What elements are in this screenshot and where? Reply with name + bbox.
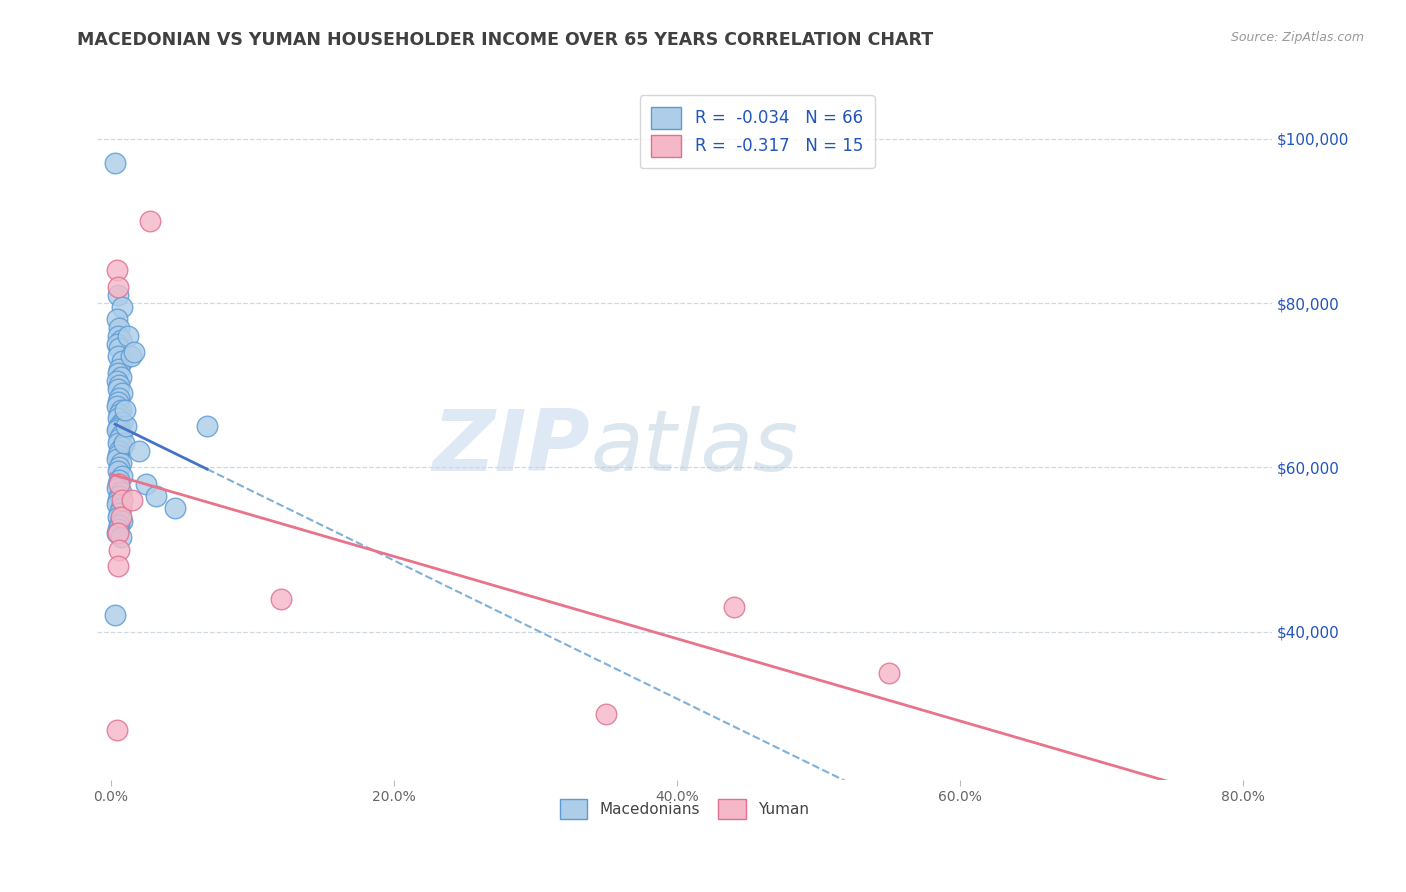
Point bbox=[195, 419, 218, 434]
Point bbox=[104, 608, 127, 623]
Point bbox=[108, 460, 131, 475]
Point bbox=[110, 485, 132, 500]
Point bbox=[108, 473, 131, 487]
Point bbox=[163, 501, 186, 516]
Point bbox=[105, 481, 128, 495]
Point bbox=[107, 350, 129, 364]
Point bbox=[110, 402, 132, 417]
Point bbox=[108, 432, 131, 446]
Point bbox=[107, 493, 129, 508]
Point bbox=[115, 419, 138, 434]
Legend: Macedonians, Yuman: Macedonians, Yuman bbox=[554, 793, 815, 825]
Point bbox=[108, 419, 131, 434]
Text: MACEDONIAN VS YUMAN HOUSEHOLDER INCOME OVER 65 YEARS CORRELATION CHART: MACEDONIAN VS YUMAN HOUSEHOLDER INCOME O… bbox=[77, 31, 934, 49]
Point bbox=[723, 600, 745, 615]
Point bbox=[105, 263, 128, 277]
Point bbox=[121, 493, 143, 508]
Point bbox=[105, 399, 128, 413]
Point bbox=[108, 444, 131, 458]
Point bbox=[107, 394, 129, 409]
Point bbox=[108, 378, 131, 392]
Point bbox=[111, 353, 134, 368]
Point bbox=[112, 435, 135, 450]
Point bbox=[110, 530, 132, 544]
Point bbox=[107, 526, 129, 541]
Text: ZIP: ZIP bbox=[433, 406, 591, 489]
Point bbox=[108, 391, 131, 405]
Point bbox=[107, 509, 129, 524]
Point bbox=[114, 402, 136, 417]
Point bbox=[139, 214, 162, 228]
Point bbox=[111, 514, 134, 528]
Point bbox=[111, 300, 134, 314]
Point bbox=[120, 350, 142, 364]
Point bbox=[108, 320, 131, 334]
Point bbox=[111, 415, 134, 429]
Point bbox=[595, 706, 617, 721]
Point bbox=[122, 345, 145, 359]
Point bbox=[108, 542, 131, 557]
Point bbox=[128, 444, 150, 458]
Point bbox=[107, 288, 129, 302]
Point bbox=[117, 329, 139, 343]
Point bbox=[110, 427, 132, 442]
Point bbox=[105, 374, 128, 388]
Point bbox=[107, 465, 129, 479]
Point bbox=[105, 337, 128, 351]
Point bbox=[107, 559, 129, 574]
Point bbox=[111, 468, 134, 483]
Point bbox=[108, 476, 131, 491]
Point bbox=[110, 509, 132, 524]
Point bbox=[110, 456, 132, 470]
Text: Source: ZipAtlas.com: Source: ZipAtlas.com bbox=[1230, 31, 1364, 45]
Point bbox=[107, 382, 129, 396]
Text: atlas: atlas bbox=[591, 406, 799, 489]
Point bbox=[105, 526, 128, 541]
Point bbox=[108, 506, 131, 520]
Point bbox=[104, 156, 127, 170]
Point bbox=[108, 517, 131, 532]
Point bbox=[879, 665, 901, 680]
Point bbox=[107, 411, 129, 425]
Point bbox=[270, 591, 292, 606]
Point bbox=[108, 361, 131, 376]
Point bbox=[107, 522, 129, 536]
Point bbox=[135, 476, 157, 491]
Point bbox=[105, 497, 128, 511]
Point bbox=[107, 279, 129, 293]
Point bbox=[105, 424, 128, 438]
Point bbox=[107, 435, 129, 450]
Point bbox=[107, 476, 129, 491]
Point bbox=[111, 386, 134, 401]
Point bbox=[108, 489, 131, 503]
Point bbox=[107, 448, 129, 462]
Point bbox=[110, 370, 132, 384]
Point bbox=[105, 723, 128, 738]
Point bbox=[105, 312, 128, 326]
Point bbox=[110, 501, 132, 516]
Point bbox=[108, 407, 131, 421]
Point bbox=[107, 329, 129, 343]
Point bbox=[111, 440, 134, 454]
Point bbox=[107, 421, 129, 435]
Point bbox=[111, 493, 134, 508]
Point bbox=[110, 333, 132, 347]
Point bbox=[107, 366, 129, 380]
Point bbox=[145, 489, 167, 503]
Point bbox=[105, 452, 128, 467]
Point bbox=[108, 341, 131, 355]
